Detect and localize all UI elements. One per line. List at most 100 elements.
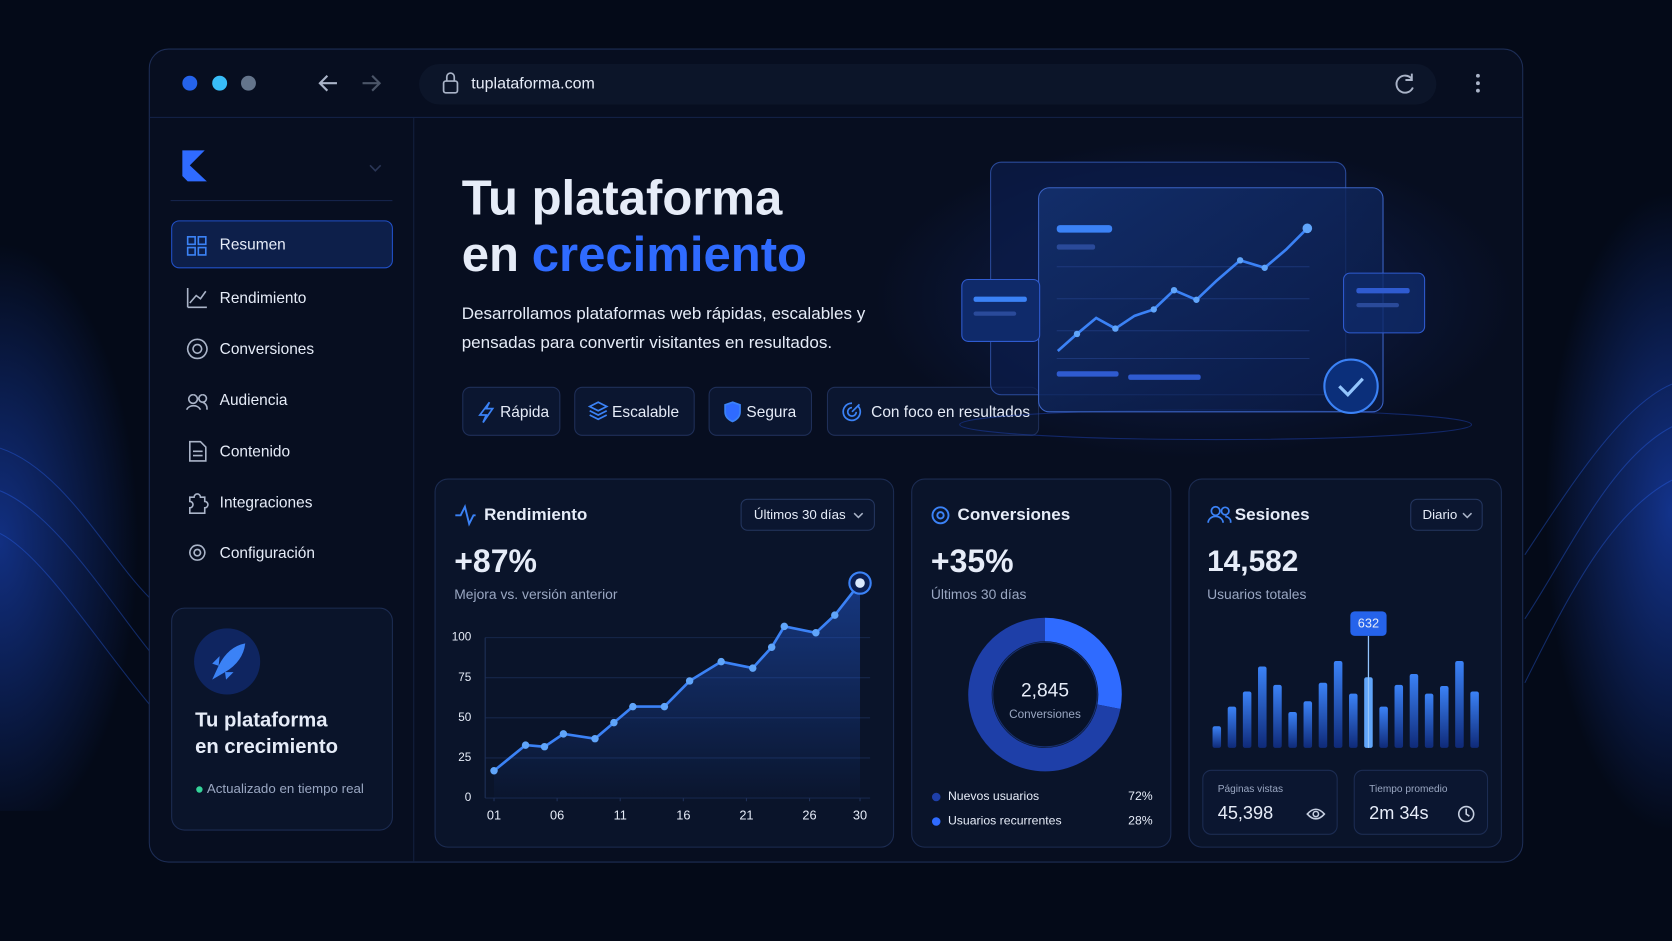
bar bbox=[1227, 706, 1237, 748]
check-badge bbox=[1323, 358, 1379, 414]
illustration-bar bbox=[1056, 371, 1119, 377]
x-tick-label: 30 bbox=[853, 808, 867, 823]
pulse-icon bbox=[455, 504, 476, 527]
x-tick-label: 11 bbox=[614, 808, 627, 823]
stat-tile bbox=[1353, 769, 1489, 835]
point bbox=[780, 622, 789, 631]
hero-title-highlight: crecimiento bbox=[532, 228, 807, 282]
tooltip-value: 632 bbox=[1358, 616, 1379, 631]
card-status: Actualizado en tiempo real bbox=[207, 781, 364, 796]
forward-button[interactable] bbox=[362, 74, 382, 92]
period-dropdown[interactable] bbox=[740, 498, 875, 531]
window-dot[interactable] bbox=[212, 75, 228, 91]
line-chart: 0 25 50 75 100 01 06 11 16 21 26 30 bbox=[452, 571, 872, 823]
donut-inner bbox=[992, 641, 1098, 748]
check-icon bbox=[1338, 377, 1364, 398]
bar bbox=[1440, 686, 1449, 748]
feature-chip[interactable] bbox=[708, 386, 813, 436]
x-tick-label: 01 bbox=[487, 808, 501, 823]
window-dot[interactable] bbox=[240, 75, 256, 91]
nav-item[interactable]: Rendimiento bbox=[220, 290, 307, 307]
y-tick-label: 0 bbox=[465, 791, 472, 804]
feature-chip[interactable] bbox=[574, 386, 695, 436]
period-dropdown[interactable] bbox=[1410, 498, 1483, 531]
illustration-bar bbox=[1128, 374, 1201, 380]
nav-item[interactable]: Integraciones bbox=[220, 495, 313, 512]
bar bbox=[1288, 712, 1297, 748]
logo[interactable] bbox=[182, 150, 207, 182]
point bbox=[717, 657, 725, 666]
donut-segment bbox=[968, 617, 1121, 772]
illustration-bar bbox=[1356, 288, 1410, 294]
illustration-points bbox=[1073, 223, 1313, 338]
point bbox=[591, 734, 599, 743]
feature-label[interactable]: Escalable bbox=[612, 404, 679, 421]
hero-title-prefix: en bbox=[462, 228, 519, 282]
nav-icon bbox=[189, 544, 206, 561]
y-tick-label: 100 bbox=[452, 631, 472, 644]
illustration-bar bbox=[973, 296, 1027, 302]
donut-center-label: Conversiones bbox=[1009, 708, 1081, 721]
wave-decoration bbox=[0, 383, 1672, 705]
point bbox=[521, 741, 530, 749]
area bbox=[494, 583, 861, 799]
nav-item[interactable]: Audiencia bbox=[220, 392, 288, 409]
feature-label[interactable]: Rápida bbox=[500, 404, 549, 421]
feature-chip[interactable] bbox=[462, 386, 561, 436]
hero-illustration bbox=[959, 161, 1473, 441]
rocket-icon bbox=[212, 643, 246, 680]
nav-item[interactable]: Resumen bbox=[220, 236, 286, 253]
point bbox=[490, 767, 498, 775]
card-title: Rendimiento bbox=[484, 505, 587, 524]
bar bbox=[1258, 666, 1267, 748]
sidebar-nav: Resumen Rendimiento Conversiones Audiencia C… bbox=[171, 220, 393, 562]
tile-label: Páginas vistas bbox=[1218, 784, 1283, 795]
bar bbox=[1379, 706, 1388, 748]
kpi-value: 14,582 bbox=[1207, 545, 1298, 578]
card-title: en crecimiento bbox=[195, 736, 338, 758]
point bbox=[812, 629, 820, 637]
hero-description: Desarrollamos plataformas web rápidas, e… bbox=[462, 304, 866, 323]
reload-button[interactable] bbox=[1395, 73, 1414, 94]
menu-button[interactable] bbox=[1476, 73, 1480, 93]
bar bbox=[1242, 691, 1252, 748]
nav-item[interactable]: Contenido bbox=[220, 443, 290, 460]
feature-icon bbox=[587, 401, 609, 421]
collapse-icon[interactable] bbox=[369, 164, 382, 172]
clock-icon bbox=[1457, 805, 1475, 823]
line bbox=[493, 582, 862, 772]
tile-value: 2m 34s bbox=[1369, 803, 1428, 823]
point bbox=[610, 718, 618, 727]
bar bbox=[1470, 691, 1479, 748]
legend-swatch bbox=[931, 792, 941, 802]
bar-chart: 632 bbox=[1212, 611, 1479, 748]
legend-label: Usuarios recurrentes bbox=[948, 814, 1062, 828]
point bbox=[660, 702, 669, 711]
feature-chip[interactable] bbox=[826, 386, 1040, 436]
nav-icon bbox=[189, 493, 209, 514]
back-button[interactable] bbox=[318, 74, 337, 92]
window-dot[interactable] bbox=[182, 75, 198, 91]
x-tick-label: 21 bbox=[739, 808, 753, 823]
hero-title: Tu plataforma bbox=[462, 172, 783, 226]
nav-item[interactable]: Configuración bbox=[220, 545, 315, 562]
donut-center-value: 2,845 bbox=[1021, 680, 1069, 701]
bar bbox=[1455, 660, 1464, 748]
point bbox=[629, 702, 637, 711]
point bbox=[559, 730, 568, 738]
nav-icon bbox=[186, 338, 208, 360]
bar bbox=[1424, 693, 1434, 748]
bar bbox=[1318, 682, 1328, 748]
kpi-value: +87% bbox=[454, 543, 537, 579]
feature-label[interactable]: Segura bbox=[746, 404, 796, 421]
nav-item-active[interactable] bbox=[171, 220, 393, 269]
kpi-label: Últimos 30 días bbox=[931, 586, 1027, 602]
feature-icon bbox=[724, 401, 741, 423]
point bbox=[831, 611, 839, 619]
card-title: Sesiones bbox=[1235, 505, 1310, 524]
legend-value: 28% bbox=[1128, 814, 1153, 828]
feature-label[interactable]: Con foco en resultados bbox=[871, 404, 1030, 421]
address-bar[interactable] bbox=[419, 64, 1437, 105]
nav-item[interactable]: Conversiones bbox=[220, 341, 315, 358]
